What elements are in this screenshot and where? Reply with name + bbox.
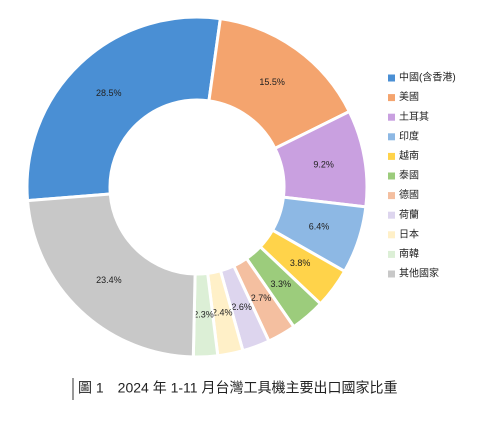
legend-swatch [388, 74, 395, 82]
legend-swatch [388, 94, 395, 102]
legend-swatch [388, 192, 395, 200]
legend-swatch [388, 211, 395, 219]
legend-swatch [388, 113, 395, 121]
data-label: 9.2% [313, 159, 334, 169]
data-label: 2.6% [231, 302, 252, 312]
data-label: 23.4% [96, 275, 122, 285]
legend-swatch [388, 172, 395, 180]
legend-label: 德國 [399, 188, 419, 201]
data-label: 6.4% [309, 222, 330, 232]
donut-slice [207, 16, 352, 151]
legend-label: 荷蘭 [399, 208, 419, 221]
legend-label: 中國(含香港) [399, 71, 456, 84]
data-label: 2.7% [251, 293, 272, 303]
data-label: 3.3% [270, 279, 291, 289]
legend-label: 其他國家 [399, 267, 439, 280]
legend-label: 南韓 [399, 247, 419, 260]
legend-label: 日本 [399, 227, 419, 240]
legend-swatch [388, 231, 395, 239]
data-label: 2.4% [212, 307, 233, 317]
legend-label: 泰國 [399, 169, 419, 182]
legend-label: 美國 [399, 90, 419, 103]
legend-swatch [388, 152, 395, 160]
data-label: 2.3% [193, 310, 214, 320]
legend-label: 越南 [399, 149, 419, 162]
chart-title: 圖 1 2024 年 1-11 月台灣工具機主要出口國家比重 [78, 380, 397, 396]
data-label: 15.5% [259, 77, 285, 87]
donut-slice [25, 192, 197, 359]
donut-slice [25, 15, 223, 203]
data-label: 28.5% [96, 88, 122, 98]
data-label: 3.8% [290, 258, 311, 268]
legend-swatch [388, 270, 395, 278]
legend-label: 土耳其 [399, 110, 429, 123]
legend-swatch [388, 133, 395, 141]
legend-label: 印度 [399, 129, 419, 142]
legend-swatch [388, 250, 395, 258]
